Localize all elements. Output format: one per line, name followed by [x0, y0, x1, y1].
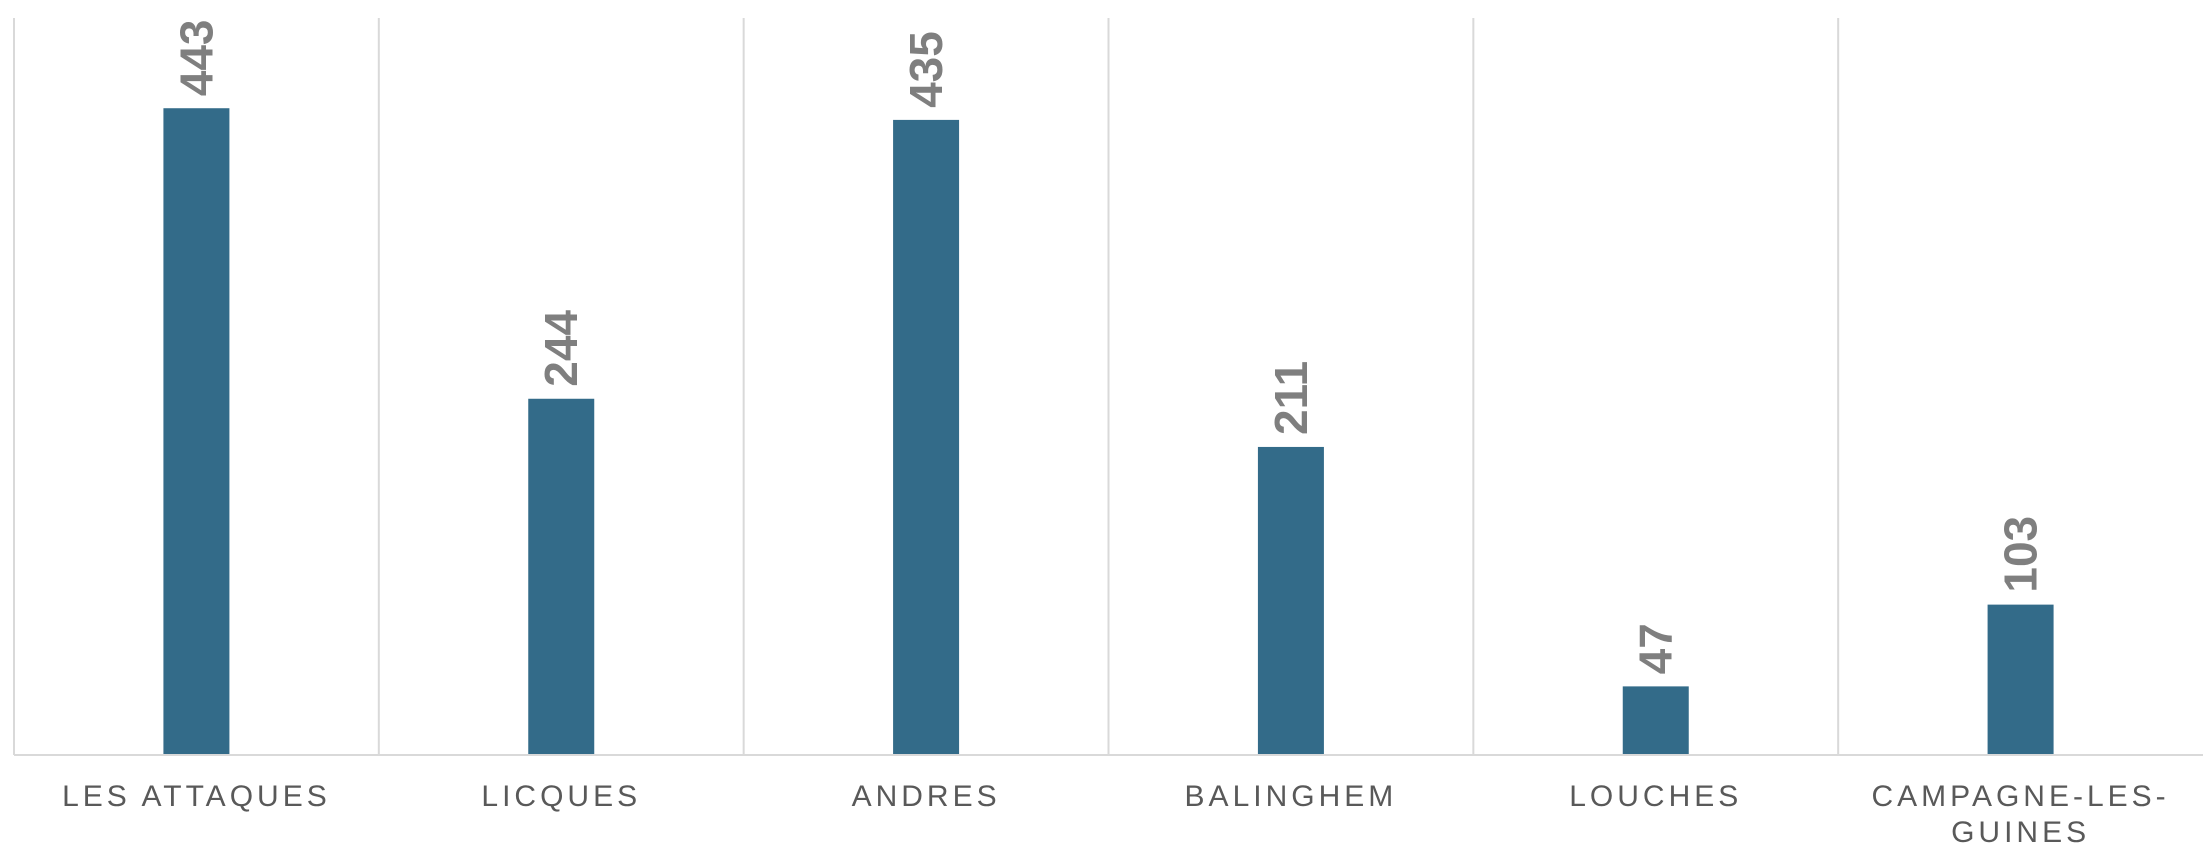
data-label: 47 [1630, 623, 1682, 674]
bar [163, 108, 230, 756]
bar [1257, 446, 1324, 755]
bar [1987, 604, 2054, 755]
bar [528, 398, 595, 755]
x-tick-label: LICQUES [481, 780, 641, 813]
category-labels-group: LES ATTAQUES LICQUES ANDRES BALINGHEM LOUCHE… [62, 780, 2170, 846]
data-label: 103 [1995, 516, 2047, 593]
bar [893, 119, 960, 755]
x-tick-label: CAMPAGNE-LES-GUINES [1872, 780, 2170, 846]
data-label: 443 [170, 19, 222, 96]
bar [1622, 686, 1689, 755]
x-tick-label: BALINGHEM [1185, 780, 1398, 813]
category-separators [13, 18, 1840, 755]
x-tick-label: LES ATTAQUES [62, 780, 331, 813]
bars-group [163, 108, 2054, 756]
data-label: 244 [535, 310, 587, 387]
x-tick-label: LOUCHES [1569, 780, 1742, 813]
value-labels-group: 443 244 435 211 47 103 [170, 19, 2046, 674]
data-label: 211 [1265, 361, 1317, 435]
data-label: 435 [900, 31, 952, 108]
x-tick-label: ANDRES [852, 780, 1001, 813]
